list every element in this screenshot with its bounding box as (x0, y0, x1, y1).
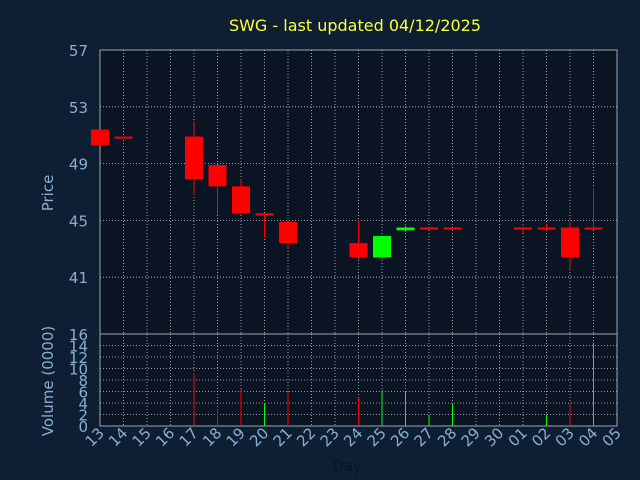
candle-body (514, 227, 532, 230)
x-axis: 1314151617181920212223242526272829300102… (82, 424, 625, 450)
price-tick-label: 53 (69, 99, 88, 117)
candle-body (584, 227, 603, 230)
x-tick-label: 25 (364, 424, 390, 450)
chart-title: SWG - last updated 04/12/2025 (229, 16, 481, 35)
volume-tick-label: 16 (69, 326, 88, 344)
x-tick-label: 18 (199, 424, 225, 450)
candle-body (91, 129, 109, 146)
price-tick-label: 45 (69, 212, 88, 230)
x-tick-label: 04 (575, 424, 601, 450)
x-tick-label: 14 (105, 424, 131, 450)
x-tick-label: 01 (505, 424, 531, 450)
volume-tick-label: 2 (78, 407, 88, 425)
candle-body (208, 165, 227, 187)
candle-body (255, 213, 274, 216)
candle-body (537, 227, 556, 230)
x-tick-label: 22 (293, 424, 319, 450)
candle-body (349, 243, 368, 258)
candle-body (561, 227, 579, 258)
x-tick-label: 28 (434, 424, 460, 450)
x-tick-label: 30 (481, 424, 507, 450)
x-tick-label: 15 (129, 424, 155, 450)
x-tick-label: 05 (599, 424, 625, 450)
x-tick-label: 23 (317, 424, 343, 450)
candle-body (114, 136, 133, 139)
volume-tick-label: 6 (78, 384, 88, 402)
x-tick-label: 19 (223, 424, 249, 450)
candle-body (185, 136, 203, 180)
x-tick-label: 21 (270, 424, 296, 450)
price-axis-label: Price (39, 175, 57, 212)
candle-body (373, 236, 391, 258)
x-tick-label: 24 (340, 424, 366, 450)
candle-body (232, 186, 250, 214)
price-tick-label: 49 (69, 156, 88, 174)
candle-body (279, 221, 297, 244)
volume-axis-label: Volume (0000) (39, 326, 57, 436)
volume-tick-label: 8 (78, 372, 88, 390)
x-axis-label: Day (332, 457, 362, 475)
candle-body (396, 227, 415, 231)
x-tick-label: 29 (458, 424, 484, 450)
x-tick-label: 20 (246, 424, 272, 450)
x-tick-label: 03 (552, 424, 578, 450)
candle-body (443, 227, 462, 230)
volume-tick-label: 12 (69, 349, 88, 367)
volume-tick-label: 4 (78, 395, 88, 413)
x-tick-label: 26 (387, 424, 413, 450)
volume-tick-label: 14 (69, 338, 88, 356)
x-tick-label: 16 (152, 424, 178, 450)
price-tick-label: 41 (69, 269, 88, 287)
volume-tick-label: 10 (69, 361, 88, 379)
x-tick-label: 17 (176, 424, 202, 450)
volume-tick-label: 0 (78, 418, 88, 436)
price-tick-label: 57 (69, 42, 88, 60)
x-tick-label: 02 (528, 424, 554, 450)
candle-body (420, 227, 438, 230)
x-tick-label: 27 (411, 424, 437, 450)
price-panel: 41 45 49 53 57 (69, 42, 618, 335)
